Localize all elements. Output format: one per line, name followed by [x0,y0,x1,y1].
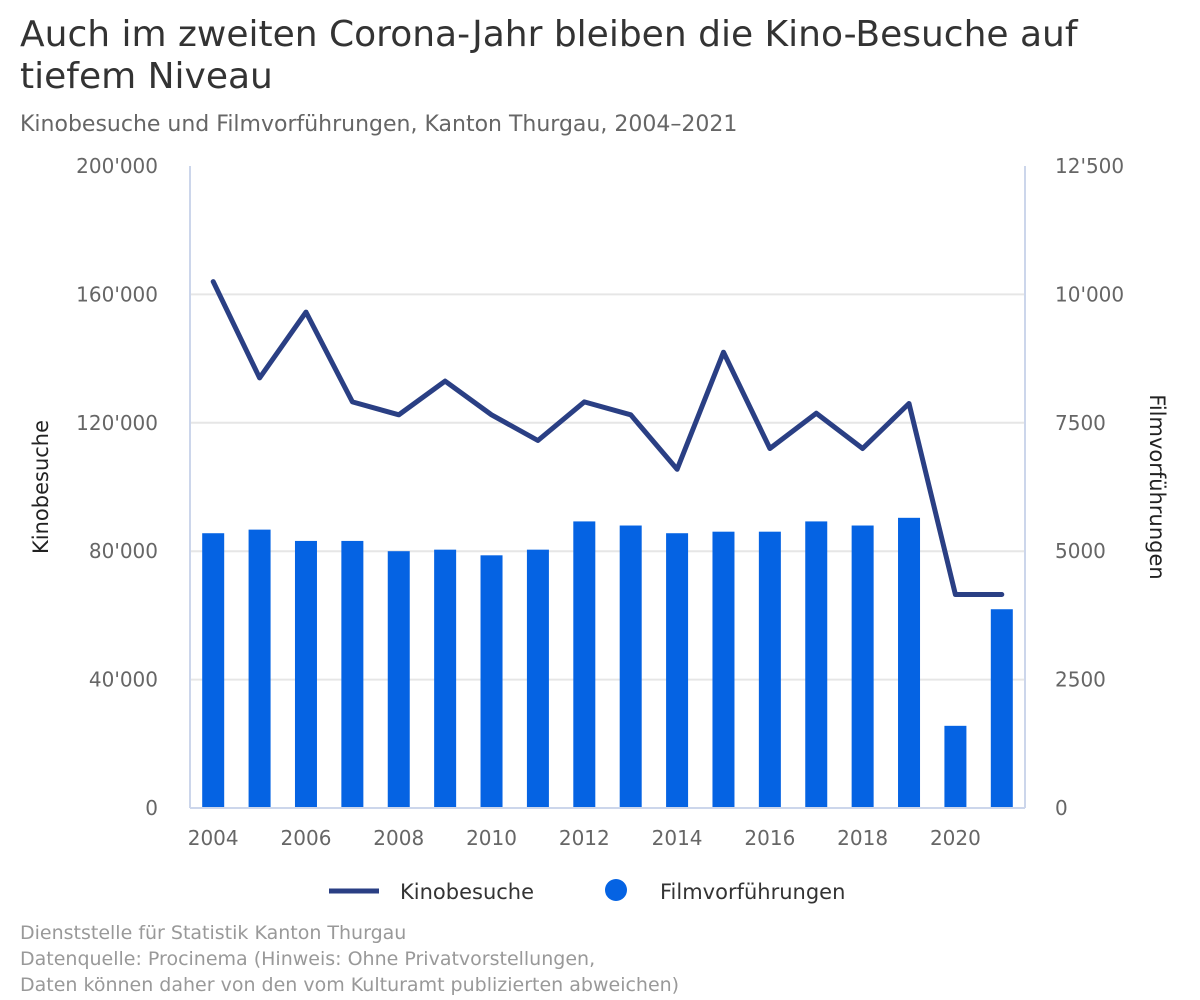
left-tick-label: 120'000 [76,411,158,435]
plot-frame [189,166,1026,809]
bar-filmvorfuehrungen [898,517,921,808]
bar-filmvorfuehrungen [526,549,549,808]
x-tick-label: 2004 [188,826,239,850]
bar-filmvorfuehrungen [805,521,828,808]
x-tick-label: 2012 [559,826,610,850]
right-tick-label: 2500 [1055,668,1106,692]
right-tick-label: 10'000 [1055,282,1124,306]
bar-filmvorfuehrungen [712,531,735,808]
credits-line-3: Daten können daher von den vom Kulturamt… [20,974,680,996]
chart-title: Auch im zweiten Corona-Jahr bleiben die … [20,14,1078,97]
right-tick-label: 0 [1055,796,1068,820]
right-axis-ticks: 0 2500 5000 7500 10'000 12'500 [1055,154,1124,820]
bar-filmvorfuehrungen [341,540,364,808]
bar-filmvorfuehrungen [434,549,457,808]
line-series-kinobesuche [210,279,1005,597]
left-tick-label: 40'000 [89,668,158,692]
credits-line-1: Dienststelle für Statistik Kanton Thurga… [20,922,407,944]
chart-subtitle: Kinobesuche und Filmvorführungen, Kanton… [20,112,738,137]
x-axis-ticks: 2004 2006 2008 2010 2012 2014 2016 2018 2020 [188,826,981,850]
legend-label-kinobesuche: Kinobesuche [400,880,534,904]
legend: Kinobesuche Filmvorführungen [329,879,845,904]
legend-label-filmvorfuehrungen: Filmvorführungen [660,880,845,904]
x-tick-label: 2010 [466,826,517,850]
bar-series-filmvorfuehrungen [202,517,1013,808]
bar-filmvorfuehrungen [990,609,1013,808]
right-tick-label: 5000 [1055,539,1106,563]
left-axis-title: Kinobesuche [29,420,53,554]
bar-filmvorfuehrungen [248,529,271,808]
bar-filmvorfuehrungen [202,533,225,808]
x-tick-label: 2014 [652,826,703,850]
left-tick-label: 160'000 [76,282,158,306]
bar-filmvorfuehrungen [480,555,503,808]
bar-filmvorfuehrungen [666,533,689,808]
x-tick-label: 2020 [930,826,981,850]
bar-filmvorfuehrungen [619,525,642,808]
right-tick-label: 12'500 [1055,154,1124,178]
bar-filmvorfuehrungen [294,540,317,808]
right-axis-title: Filmvorführungen [1145,394,1169,579]
bar-filmvorfuehrungen [387,551,410,808]
left-tick-label: 0 [145,796,158,820]
legend-dot-swatch [605,879,627,901]
legend-item-kinobesuche[interactable]: Kinobesuche [329,880,534,904]
x-tick-label: 2008 [373,826,424,850]
line-kinobesuche [210,279,1005,597]
left-tick-label: 80'000 [89,539,158,563]
x-tick-label: 2006 [281,826,332,850]
credits: Dienststelle für Statistik Kanton Thurga… [20,920,679,998]
bar-filmvorfuehrungen [758,531,781,808]
x-tick-label: 2018 [837,826,888,850]
bar-filmvorfuehrungen [851,525,874,808]
legend-item-filmvorfuehrungen[interactable]: Filmvorführungen [605,879,845,904]
right-tick-label: 7500 [1055,411,1106,435]
bar-filmvorfuehrungen [944,725,967,808]
bar-filmvorfuehrungen [573,521,596,808]
left-tick-label: 200'000 [76,154,158,178]
credits-line-2: Datenquelle: Procinema (Hinweis: Ohne Pr… [20,948,596,970]
x-tick-label: 2016 [744,826,795,850]
left-axis-ticks: 0 40'000 80'000 120'000 160'000 200'000 [76,154,158,820]
